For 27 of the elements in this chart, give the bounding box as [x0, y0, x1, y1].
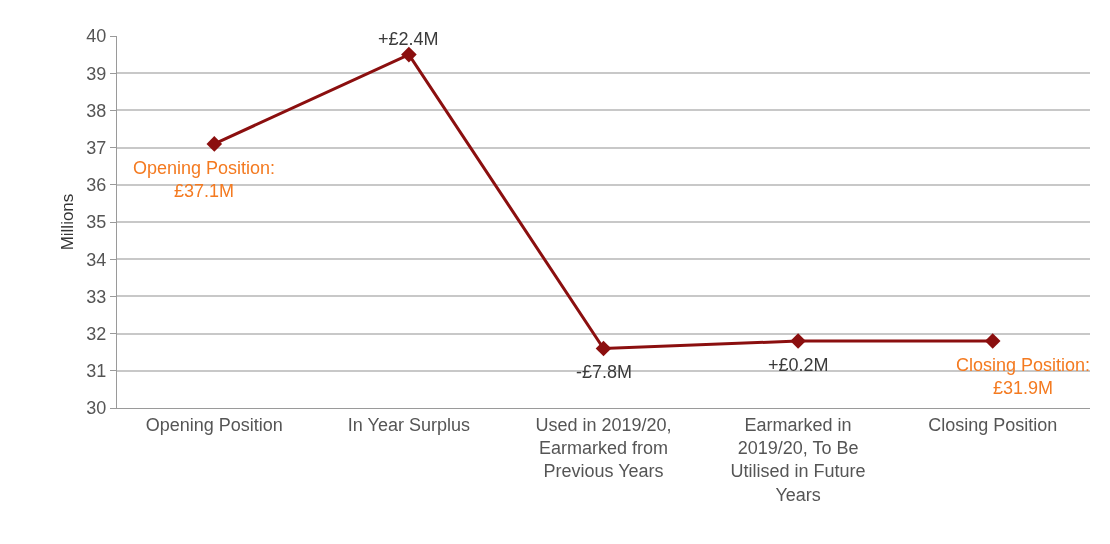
point [595, 340, 612, 357]
x-tick-label: Closing Position [928, 414, 1058, 435]
y-tick-label: 40 [86, 26, 107, 47]
y-tick-label: 37 [86, 137, 107, 158]
y-axis-title: Millions [57, 193, 77, 251]
point [790, 333, 806, 349]
y-tick-label: 33 [86, 286, 107, 307]
x-tick-label: Opening Position [145, 414, 283, 435]
y-tick-label: 31 [86, 361, 107, 382]
annotation: Opening Position: £37.1M [133, 158, 276, 202]
y-tick-label: 36 [86, 175, 107, 196]
point [401, 46, 417, 63]
point [984, 333, 1001, 349]
annotation: +£0.2M [768, 355, 829, 375]
y-tick-label: 34 [86, 249, 107, 270]
x-tick-label: Used in 2019/20, Earmarked from Previous Years [535, 414, 672, 482]
annotation: +£2.4M [378, 29, 439, 49]
annotation: Closing Position: £31.9M [956, 355, 1091, 399]
y-tick-label: 30 [86, 398, 107, 419]
y-tick-label: 35 [86, 212, 107, 233]
point [206, 136, 223, 152]
annotation: -£7.8M [576, 362, 633, 382]
y-tick-label: 39 [86, 63, 107, 84]
x-tick-label: In Year Surplus [347, 414, 470, 435]
x-tick-label: Earmarked in 2019/20, To Be Utilised in Future Years [730, 414, 866, 505]
y-tick-label: 32 [86, 323, 107, 344]
y-tick-label: 38 [86, 100, 107, 121]
